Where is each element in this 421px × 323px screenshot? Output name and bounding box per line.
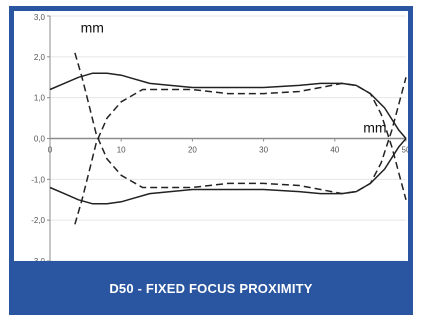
y-tick-label: 2,0 bbox=[34, 53, 46, 62]
chart-frame: 3,02,01,00,0-1,0-2,0-3,001020304050mmmm … bbox=[9, 6, 413, 315]
y-tick-label: 3,0 bbox=[34, 13, 46, 22]
plot-area: 3,0 2,0 1,0 0,0 -1,0 -2,0 -3,0 0 10 20 30 40 50 mm mm bbox=[14, 11, 408, 261]
x-tick-label: 30 bbox=[259, 146, 268, 155]
y-tick-label: -1,0 bbox=[31, 175, 45, 184]
series-line-3 bbox=[74, 52, 407, 195]
chart-caption: D50 - FIXED FOCUS PROXIMITY bbox=[109, 280, 313, 296]
series-line-1 bbox=[49, 72, 407, 139]
x-tick-label: 10 bbox=[117, 146, 126, 155]
x-tick-label: 50 bbox=[402, 146, 408, 155]
x-tick-label: 20 bbox=[188, 146, 197, 155]
unit-label-1: mm bbox=[81, 19, 104, 35]
y-tick-label: -3,0 bbox=[31, 257, 45, 261]
y-tick-label: -2,0 bbox=[31, 216, 45, 225]
y-tick-label: 1,0 bbox=[34, 94, 46, 103]
series-line-2 bbox=[49, 138, 407, 205]
x-tick-label: 40 bbox=[330, 146, 339, 155]
series-line-4 bbox=[74, 82, 407, 225]
y-tick-label: 0,0 bbox=[34, 135, 46, 144]
unit-label-2: mm bbox=[363, 119, 386, 135]
focus-chart: 3,0 2,0 1,0 0,0 -1,0 -2,0 -3,0 0 10 20 30 40 50 mm mm bbox=[31, 13, 408, 261]
x-tick-label: 0 bbox=[48, 146, 53, 155]
